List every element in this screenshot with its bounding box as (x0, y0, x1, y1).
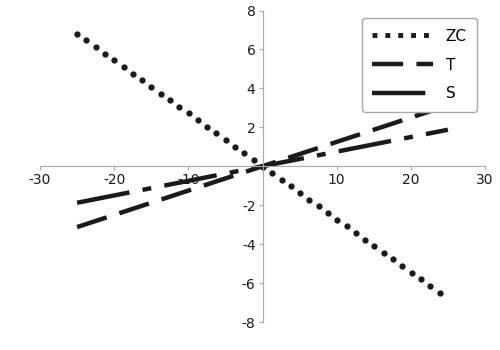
Legend: ZC, T, S: ZC, T, S (362, 18, 478, 112)
